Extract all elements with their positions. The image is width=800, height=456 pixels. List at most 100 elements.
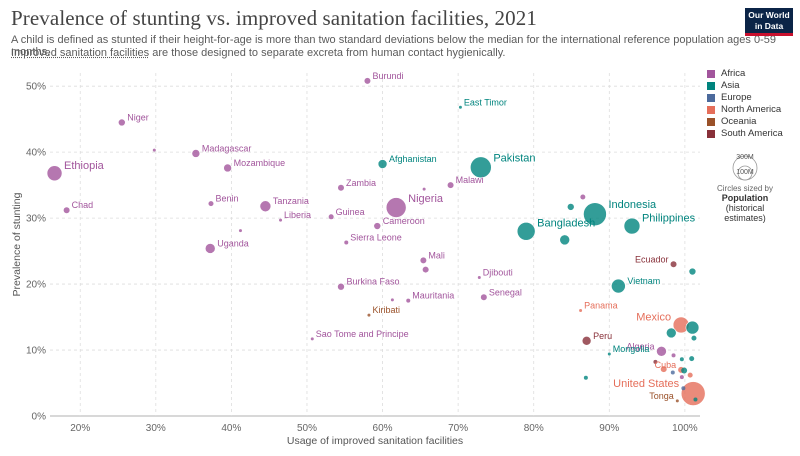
- y-tick-label: 50%: [26, 82, 46, 93]
- point-unlabeled[interactable]: [679, 375, 684, 380]
- point-uganda[interactable]: [204, 243, 216, 254]
- point-unlabeled[interactable]: [670, 370, 675, 375]
- point-panama[interactable]: [579, 308, 583, 312]
- point-unlabeled[interactable]: [152, 148, 156, 152]
- point-ecuador[interactable]: [670, 261, 677, 268]
- point-burkina-faso[interactable]: [337, 282, 345, 291]
- point-kiribati[interactable]: [367, 313, 371, 317]
- label-pakistan: Pakistan: [493, 153, 535, 165]
- label-kiribati: Kiribati: [372, 305, 400, 315]
- legend-item-europe[interactable]: Europe: [707, 92, 752, 103]
- point-algeria[interactable]: [656, 346, 667, 357]
- point-unlabeled[interactable]: [422, 266, 429, 273]
- label-burkina-faso: Burkina Faso: [346, 277, 399, 287]
- logo-line1: Our World: [748, 10, 790, 20]
- point-unlabeled[interactable]: [660, 366, 667, 373]
- label-vietnam: Vietnam: [627, 276, 660, 286]
- label-burundi: Burundi: [372, 71, 403, 81]
- point-nigeria[interactable]: [385, 197, 407, 218]
- legend-label: Africa: [721, 68, 746, 79]
- legend-item-north-america[interactable]: North America: [707, 104, 781, 115]
- point-unlabeled[interactable]: [566, 203, 575, 211]
- point-unlabeled[interactable]: [688, 267, 697, 276]
- label-uganda: Uganda: [217, 238, 249, 248]
- label-senegal: Senegal: [489, 287, 522, 297]
- legend-item-south-america[interactable]: South America: [707, 128, 783, 139]
- point-ethiopia[interactable]: [46, 165, 63, 182]
- point-senegal[interactable]: [480, 294, 487, 301]
- label-panama: Panama: [584, 300, 618, 310]
- point-unlabeled[interactable]: [685, 320, 700, 335]
- point-mali[interactable]: [420, 257, 427, 264]
- label-bangladesh: Bangladesh: [537, 217, 595, 229]
- y-tick-label: 10%: [26, 346, 46, 357]
- point-unlabeled[interactable]: [691, 335, 697, 341]
- point-burundi[interactable]: [364, 77, 371, 84]
- point-unlabeled[interactable]: [693, 397, 698, 402]
- point-madagascar[interactable]: [191, 149, 201, 158]
- legend-label: Europe: [721, 92, 752, 103]
- label-guinea: Guinea: [336, 207, 365, 217]
- point-east-timor[interactable]: [458, 105, 462, 109]
- point-unlabeled[interactable]: [689, 356, 695, 362]
- point-afghanistan[interactable]: [377, 159, 388, 169]
- sanitation-definition-link[interactable]: Improved sanitation facilities: [11, 47, 150, 59]
- point-mozambique[interactable]: [223, 163, 232, 173]
- legend-item-oceania[interactable]: Oceania: [707, 116, 756, 127]
- size-legend-title-3: estimates): [724, 213, 766, 223]
- point-bangladesh[interactable]: [516, 222, 536, 241]
- legend-swatch: [707, 69, 715, 78]
- label-tanzania: Tanzania: [273, 196, 309, 206]
- point-unlabeled[interactable]: [687, 372, 693, 378]
- label-algeria: Algeria: [626, 341, 654, 351]
- point-chad[interactable]: [63, 207, 70, 214]
- legend-item-asia[interactable]: Asia: [707, 80, 739, 91]
- x-tick-label: 30%: [146, 423, 166, 434]
- point-unlabeled[interactable]: [681, 367, 688, 374]
- point-benin[interactable]: [208, 201, 214, 207]
- point-united-states[interactable]: [680, 381, 706, 406]
- point-unlabeled[interactable]: [422, 187, 426, 191]
- point-liberia[interactable]: [279, 218, 283, 222]
- legend-label: Asia: [721, 80, 740, 91]
- legend-item-africa[interactable]: Africa: [707, 68, 745, 79]
- size-legend-title: Population: [721, 193, 769, 203]
- point-djibouti[interactable]: [477, 275, 481, 279]
- point-mauritania[interactable]: [406, 298, 411, 303]
- point-cameroon[interactable]: [373, 222, 382, 230]
- point-tanzania[interactable]: [259, 200, 272, 213]
- label-mozambique: Mozambique: [234, 158, 286, 168]
- point-unlabeled[interactable]: [559, 234, 571, 246]
- x-axis-title: Usage of improved sanitation facilities: [287, 435, 463, 447]
- point-zambia[interactable]: [337, 184, 344, 191]
- point-indonesia[interactable]: [583, 202, 607, 226]
- point-niger[interactable]: [118, 118, 126, 127]
- size-legend: 300M 100M Circles sized by Population (h…: [700, 150, 790, 223]
- point-sierra-leone[interactable]: [344, 240, 349, 245]
- point-malawi[interactable]: [447, 182, 454, 189]
- label-liberia: Liberia: [284, 210, 311, 220]
- point-sao-tome-and-principe[interactable]: [310, 337, 314, 341]
- point-unlabeled[interactable]: [665, 327, 677, 339]
- point-peru[interactable]: [581, 336, 592, 346]
- point-mongolia[interactable]: [607, 352, 611, 356]
- point-pakistan[interactable]: [470, 156, 492, 179]
- point-unlabeled[interactable]: [681, 386, 686, 391]
- label-mauritania: Mauritania: [412, 291, 454, 301]
- owid-logo[interactable]: Our World in Data: [745, 8, 793, 36]
- legend-label: South America: [721, 128, 783, 139]
- label-east-timor: East Timor: [464, 97, 507, 107]
- point-vietnam[interactable]: [611, 278, 626, 294]
- point-unlabeled[interactable]: [671, 353, 676, 358]
- point-philippines[interactable]: [623, 217, 641, 235]
- point-guinea[interactable]: [328, 214, 334, 220]
- point-unlabeled[interactable]: [583, 375, 588, 380]
- point-unlabeled[interactable]: [653, 359, 658, 364]
- legend-swatch: [707, 117, 715, 126]
- point-unlabeled[interactable]: [238, 229, 242, 233]
- point-unlabeled[interactable]: [580, 194, 586, 200]
- label-madagascar: Madagascar: [202, 143, 252, 153]
- point-tonga[interactable]: [675, 399, 679, 403]
- point-unlabeled[interactable]: [679, 357, 684, 362]
- point-unlabeled[interactable]: [390, 298, 394, 302]
